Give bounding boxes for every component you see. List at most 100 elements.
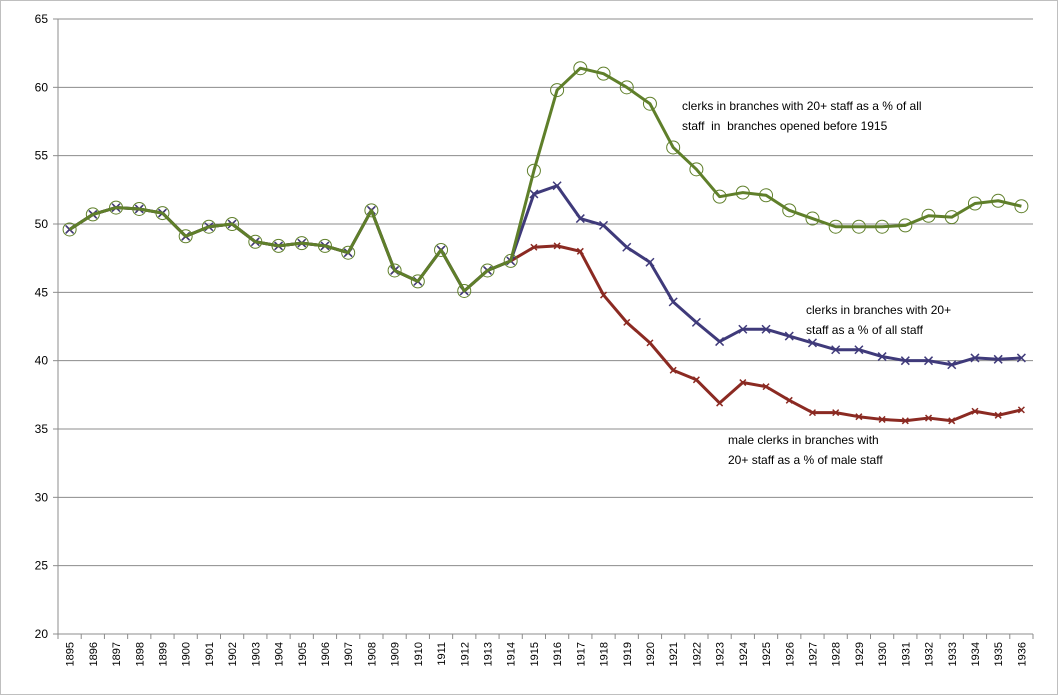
point-marker [900,356,910,366]
point-marker [851,219,866,234]
point-marker [85,207,100,222]
point-marker [832,409,840,417]
x-tick-label: 1925 [761,642,773,666]
point-marker [924,356,934,366]
point-marker [944,210,959,225]
x-tick-label: 1895 [65,642,77,666]
x-tick-label: 1901 [204,642,216,666]
point-marker [692,376,700,384]
x-tick-label: 1898 [134,642,146,666]
point-marker [691,317,701,327]
x-tick-label: 1920 [645,642,657,666]
point-marker [669,366,677,374]
point-marker [155,206,170,221]
point-marker [784,331,794,341]
point-marker [248,234,263,249]
point-marker [575,214,585,224]
point-marker [994,411,1002,419]
point-marker [735,185,750,200]
point-marker [341,245,356,260]
x-tick-label: 1916 [552,642,564,666]
x-tick-label: 1922 [691,642,703,666]
point-marker [642,96,657,111]
point-marker [715,337,725,347]
point-marker [201,219,216,234]
point-marker [387,263,402,278]
x-tick-label: 1905 [297,642,309,666]
x-tick-label: 1900 [181,642,193,666]
point-marker [623,318,631,326]
point-marker [552,181,562,191]
point-marker [855,413,863,421]
x-tick-label: 1903 [250,642,262,666]
point-marker [271,238,286,253]
point-marker [948,417,956,425]
x-tick-label: 1935 [993,642,1005,666]
point-marker [828,219,843,234]
point-marker [761,324,771,334]
point-marker [526,163,541,178]
point-marker [901,417,909,425]
y-tick-label: 45 [35,285,49,299]
x-tick-label: 1908 [366,642,378,666]
point-marker [878,415,886,423]
point-marker [622,242,632,252]
point-marker [807,338,817,348]
point-marker [619,80,634,95]
x-tick-label: 1914 [506,642,518,666]
point-marker [970,353,980,363]
x-tick-label: 1906 [320,642,332,666]
point-marker [782,203,797,218]
point-marker [877,352,887,362]
point-marker [410,274,425,289]
y-tick-label: 50 [35,217,49,231]
point-marker [762,383,770,391]
series-label: male clerks in branches with 20+ staff a… [728,433,883,467]
point-marker [808,409,816,417]
x-tick-label: 1913 [482,642,494,666]
x-tick-label: 1917 [575,642,587,666]
x-tick-label: 1915 [529,642,541,666]
point-marker [993,354,1003,364]
point-marker [785,396,793,404]
x-tick-label: 1921 [668,642,680,666]
x-tick-label: 1910 [413,642,425,666]
x-tick-label: 1929 [854,642,866,666]
y-tick-label: 60 [35,80,49,94]
x-tick-label: 1902 [227,642,239,666]
point-marker [225,217,240,231]
point-marker [991,193,1006,208]
point-marker [668,297,678,307]
x-tick-label: 1909 [390,642,402,666]
point-marker [480,263,495,278]
x-tick-label: 1923 [715,642,727,666]
point-marker [1014,199,1029,214]
x-tick-label: 1904 [274,642,286,666]
x-tick-label: 1936 [1016,642,1028,666]
point-marker [666,140,681,155]
point-marker [596,66,611,81]
x-tick-label: 1934 [970,642,982,666]
y-tick-label: 65 [35,12,49,26]
x-tick-label: 1897 [111,642,123,666]
point-marker [947,360,957,370]
x-tick-label: 1899 [157,642,169,666]
point-marker [898,218,913,233]
x-tick-label: 1919 [622,642,634,666]
point-marker [599,220,609,230]
point-marker [689,162,704,177]
x-tick-label: 1932 [924,642,936,666]
x-tick-label: 1931 [900,642,912,666]
x-tick-label: 1927 [807,642,819,666]
x-tick-label: 1930 [877,642,889,666]
point-marker [831,345,841,355]
series-label: clerks in branches with 20+ staff as a %… [682,99,922,133]
x-tick-label: 1918 [599,642,611,666]
point-marker [1017,406,1025,414]
x-tick-label: 1907 [343,642,355,666]
point-marker [457,283,472,298]
point-marker [109,200,124,215]
y-tick-label: 25 [35,559,49,573]
